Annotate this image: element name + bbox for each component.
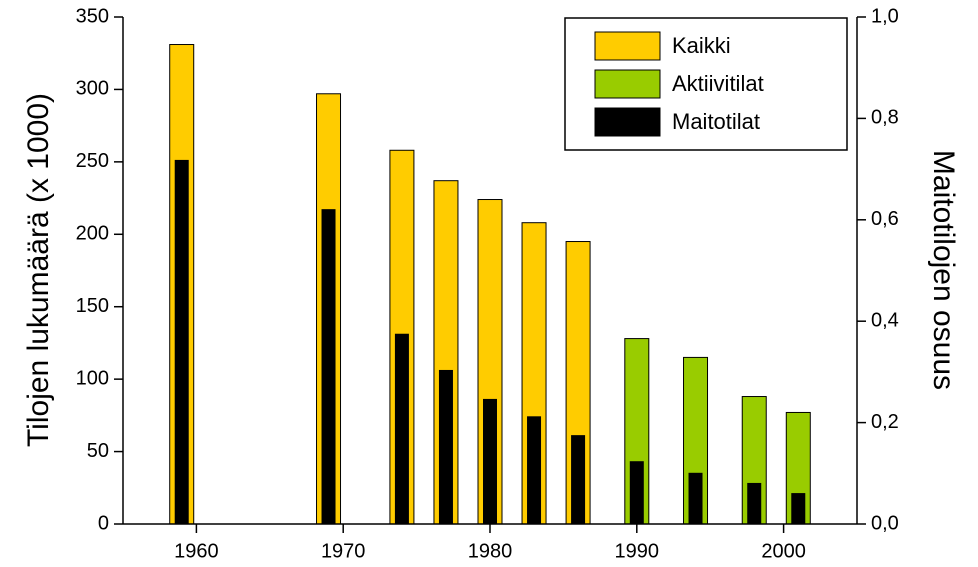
- y-tick-label: 50: [87, 440, 109, 462]
- legend-label: Aktiivitilat: [672, 71, 764, 96]
- x-tick-label: 1980: [468, 540, 513, 562]
- x-tick-label: 1960: [174, 540, 219, 562]
- y2-axis-title: Maitotilojen osuus: [927, 150, 960, 390]
- bar: [629, 461, 644, 525]
- y-tick-label: 100: [76, 367, 109, 389]
- y-tick-label: 300: [76, 78, 109, 100]
- bar: [438, 369, 453, 525]
- y-tick-label: 350: [76, 5, 109, 27]
- bar: [483, 398, 497, 525]
- y-tick-label: 250: [76, 150, 109, 172]
- y2-tick-label: 0,0: [871, 512, 899, 534]
- y2-tick-label: 0,6: [871, 208, 899, 230]
- legend-label: Kaikki: [672, 33, 731, 58]
- bar: [791, 493, 806, 525]
- y2-tick-label: 0,8: [871, 107, 899, 129]
- bar: [571, 435, 586, 525]
- y2-tick-label: 0,4: [871, 309, 899, 331]
- bar: [174, 159, 189, 525]
- legend-label: Maitotilat: [672, 109, 760, 134]
- y-axis-title: Tilojen lukumäärä (x 1000): [22, 93, 55, 447]
- y2-tick-label: 0,2: [871, 411, 899, 433]
- bar: [321, 209, 336, 525]
- legend-swatch: [594, 69, 661, 99]
- bar: [747, 482, 762, 525]
- bar: [688, 472, 703, 525]
- x-tick-label: 2000: [761, 540, 806, 562]
- y-tick-label: 0: [98, 512, 109, 534]
- y2-tick-label: 1,0: [871, 5, 899, 27]
- legend-swatch: [594, 107, 661, 137]
- bar: [394, 333, 409, 525]
- y-tick-label: 150: [76, 295, 109, 317]
- bar: [527, 416, 542, 525]
- x-tick-label: 1990: [615, 540, 660, 562]
- x-tick-label: 1970: [321, 540, 366, 562]
- y-tick-label: 200: [76, 223, 109, 245]
- legend-swatch: [594, 31, 661, 61]
